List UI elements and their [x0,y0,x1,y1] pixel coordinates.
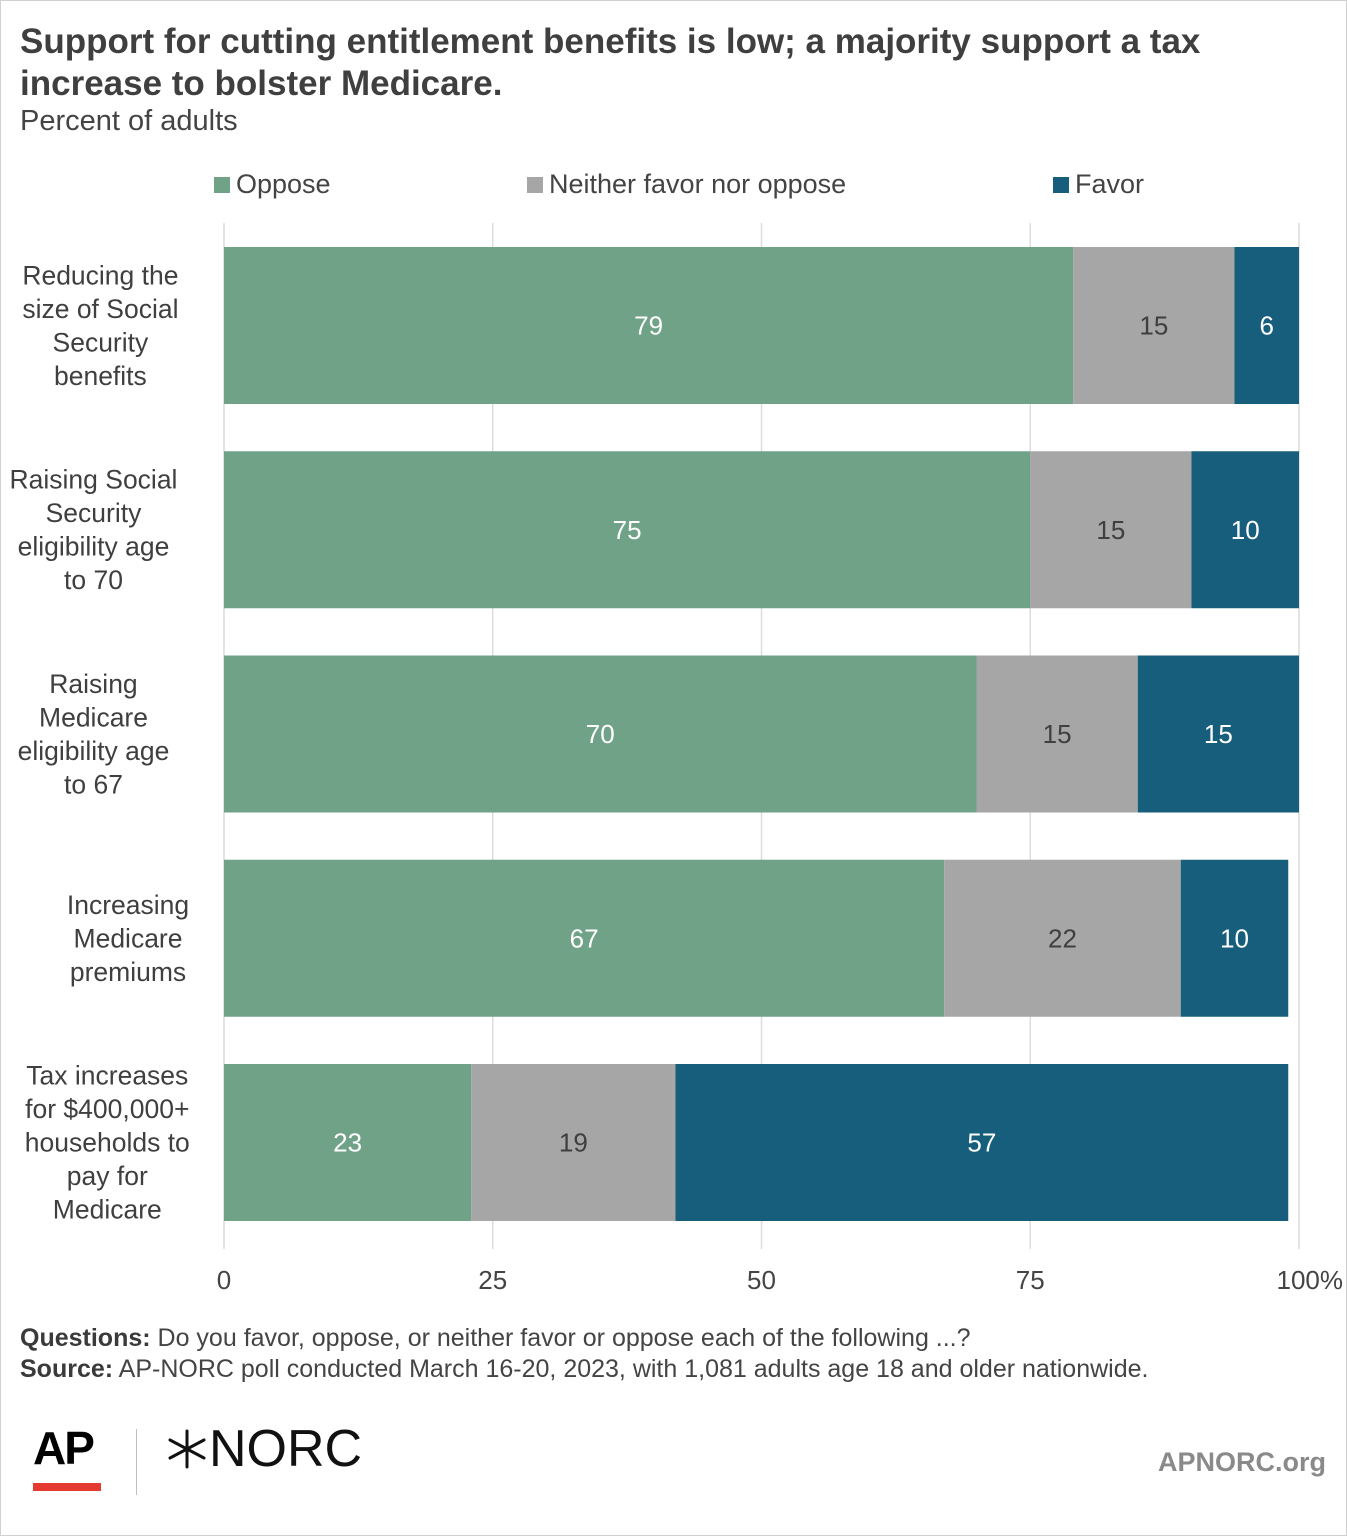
legend-item-neither: Neither favor nor oppose [527,169,846,200]
data-label: 70 [586,719,615,749]
legend-swatch-oppose [214,176,230,193]
bar-oppose [224,1064,472,1221]
category-label-line: Security [53,327,149,357]
category-label: Tax increases for $400,000+ households to p… [25,1061,190,1225]
x-tick-label: 75 [1016,1265,1045,1295]
legend-swatch-neither [527,176,543,193]
legend-item-favor: Favor [1053,169,1144,200]
x-tick-label: 100% [1277,1265,1344,1295]
bar-oppose [224,655,977,813]
legend-label-neither: Neither favor nor oppose [549,169,847,199]
questions-label: Questions: [20,1324,151,1352]
legend-label-oppose: Oppose [236,169,331,199]
category-label-line: eligibility age [18,532,170,562]
data-label: 15 [1204,719,1233,749]
category-label: Increasing Medicare premiums [67,890,189,987]
x-tick-label: 50 [747,1265,776,1295]
chart-legend: Oppose Neither favor nor oppose Favor [1,169,1347,203]
category-label: Reducing the size of Social Security benefi… [22,260,178,391]
logo-divider [136,1429,137,1495]
category-label: Raising Medicare eligibility age to 67 [18,669,170,800]
bar-neither-favor-nor-oppose [944,859,1181,1017]
bar-neither-favor-nor-oppose [976,655,1138,813]
data-label: 6 [1260,311,1274,341]
category-label-line: Medicare [39,702,148,732]
bar-oppose [224,859,945,1017]
bar-neither-favor-nor-oppose [1073,247,1235,404]
category-label-line: for $400,000+ [25,1094,189,1124]
category-label-line: to 67 [64,769,123,799]
data-label: 15 [1096,515,1125,545]
category-label-line: to 70 [64,565,123,595]
bar-favor [1137,655,1299,813]
bar-favor [1191,451,1299,609]
bar-favor [675,1064,1289,1221]
category-label-line: Reducing the [22,260,178,290]
data-label: 19 [559,1128,588,1158]
ap-logo: AP [33,1421,101,1491]
questions-note: Questions: Do you favor, oppose, or neit… [20,1323,1148,1354]
category-label-line: Security [46,498,142,528]
data-label: 67 [570,923,599,953]
x-tick-label: 0 [217,1265,231,1295]
data-label: 10 [1231,515,1260,545]
data-label: 15 [1139,311,1168,341]
category-label-line: premiums [70,957,186,987]
ap-logo-text: AP [33,1422,95,1474]
data-label: 22 [1048,923,1077,953]
norc-logo: NORC [167,1419,362,1479]
bar-favor [1180,859,1289,1017]
category-label: Raising Social Security eligibility age to … [10,465,178,596]
category-label-line: eligibility age [18,736,170,766]
source-label: Source: [20,1355,114,1383]
bar-neither-favor-nor-oppose [1030,451,1192,609]
category-label-line: pay for [67,1161,148,1191]
category-label-line: Raising Social [10,465,178,495]
source-note: Source: AP-NORC poll conducted March 16-… [20,1354,1148,1385]
category-label-line: Tax increases [26,1061,188,1091]
category-label-line: Raising [49,669,137,699]
chart-subtitle: Percent of adults [20,105,238,137]
bar-oppose [224,451,1031,609]
norc-logo-text: NORC [209,1420,363,1478]
bar-oppose [224,247,1074,404]
apnorc-site-link[interactable]: APNORC.org [1158,1447,1326,1477]
data-label: 57 [967,1128,996,1158]
data-label: 79 [634,311,663,341]
x-tick-label: 25 [478,1265,507,1295]
category-label-line: Medicare [53,1195,162,1225]
data-label: 15 [1043,719,1072,749]
data-label: 10 [1220,923,1249,953]
category-label-line: Medicare [74,923,183,953]
category-label-line: households to [25,1128,190,1158]
norc-star-icon [168,1429,206,1469]
category-label-line: Increasing [67,890,189,920]
legend-swatch-favor [1053,176,1069,193]
data-label: 23 [333,1128,362,1158]
bar-favor [1234,247,1299,404]
data-label: 75 [613,515,642,545]
questions-text: Do you favor, oppose, or neither favor o… [157,1324,971,1352]
chart-title: Support for cutting entitlement benefits… [20,22,1201,103]
source-text: AP-NORC poll conducted March 16-20, 2023… [118,1355,1149,1383]
category-label-line: benefits [54,361,147,391]
category-label-line: size of Social [22,294,178,324]
chart-notes: Questions: Do you favor, oppose, or neit… [20,1323,1148,1385]
ap-logo-bar [33,1483,101,1491]
legend-label-favor: Favor [1075,169,1145,199]
legend-item-oppose: Oppose [214,169,331,200]
bar-neither-favor-nor-oppose [471,1064,676,1221]
